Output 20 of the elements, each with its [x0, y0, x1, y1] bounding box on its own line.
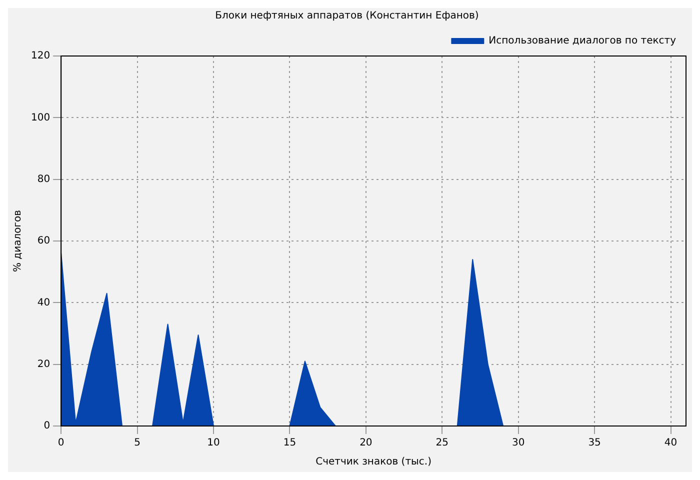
x-tick-label: 35: [588, 438, 601, 449]
x-tick-label: 10: [207, 438, 220, 449]
x-tick-label: 30: [512, 438, 525, 449]
x-axis-title: Счетчик знаков (тыс.): [316, 456, 432, 468]
y-axis-title: % диалогов: [12, 210, 24, 272]
chart-title: Блоки нефтяных аппаратов (Константин Ефанов): [215, 10, 479, 22]
y-tick-label: 20: [37, 358, 50, 370]
y-tick-label: 80: [37, 174, 50, 185]
x-tick-label: 20: [360, 438, 372, 449]
x-tick-label: 40: [664, 438, 678, 449]
y-tick-label: 120: [30, 50, 50, 62]
x-tick-label: 25: [436, 438, 448, 449]
x-tick-label: 5: [134, 438, 140, 449]
y-tick-label: 40: [37, 297, 50, 308]
y-tick-label: 100: [30, 112, 50, 124]
y-tick-label: 60: [37, 236, 50, 247]
x-tick-label: 15: [283, 438, 296, 449]
legend-label: Использование диалогов по тексту: [488, 36, 676, 47]
y-tick-label: 0: [44, 420, 50, 432]
x-tick-label: 0: [58, 438, 64, 449]
